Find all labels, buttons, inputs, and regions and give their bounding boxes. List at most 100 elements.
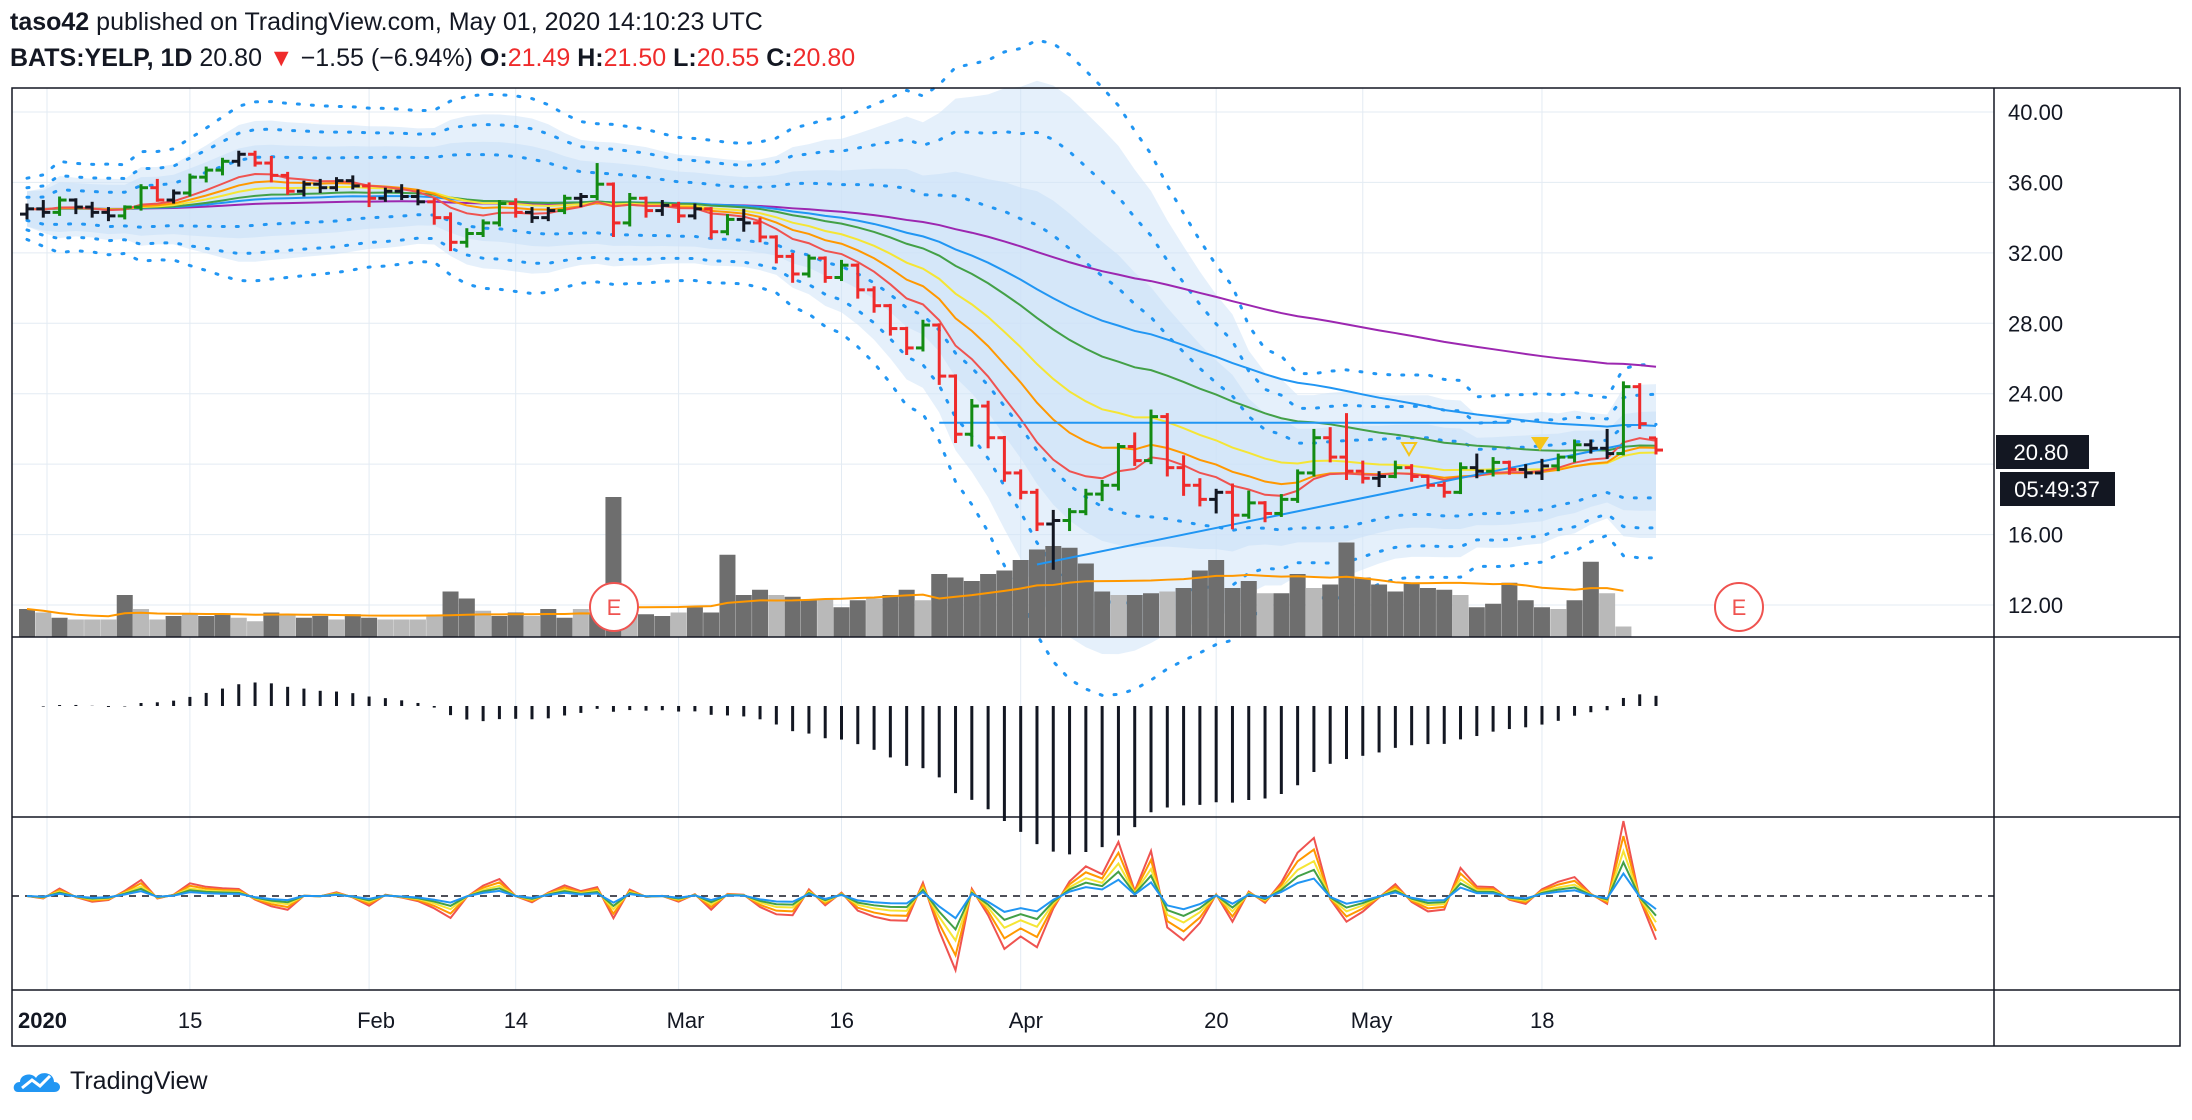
ohlc-bar[interactable] — [166, 189, 181, 204]
ohlc-bar[interactable] — [1306, 428, 1321, 477]
ohlc-bar[interactable] — [134, 184, 149, 211]
ohlc-bar[interactable] — [345, 175, 360, 190]
ohlc-bar[interactable] — [1355, 460, 1370, 484]
ohlc-bar[interactable] — [68, 198, 83, 215]
ohlc-bar[interactable] — [1372, 471, 1387, 488]
ohlc-bar[interactable] — [1502, 460, 1517, 475]
ohlc-bar[interactable] — [1274, 494, 1289, 517]
ohlc-bar[interactable] — [639, 196, 654, 218]
ohlc-bar[interactable] — [590, 163, 605, 201]
ohlc-bar[interactable] — [231, 150, 246, 167]
ohlc-bar[interactable] — [36, 200, 51, 218]
ohlc-bar[interactable] — [476, 219, 491, 238]
ohlc-bar[interactable] — [313, 178, 328, 193]
ohlc-bar[interactable] — [687, 203, 702, 220]
ohlc-bar[interactable] — [1046, 509, 1061, 570]
ohlc-bar[interactable] — [410, 189, 425, 206]
ohlc-bar[interactable] — [997, 435, 1012, 482]
ohlc-bar[interactable] — [20, 203, 34, 220]
ohlc-bar[interactable] — [899, 326, 914, 355]
ohlc-bar[interactable] — [1209, 488, 1224, 514]
ohlc-bar[interactable] — [915, 319, 930, 352]
ohlc-bar[interactable] — [1632, 383, 1647, 429]
ohlc-bar[interactable] — [1437, 481, 1452, 498]
ohlc-bar[interactable] — [606, 182, 621, 238]
ohlc-bar[interactable] — [117, 205, 132, 220]
ohlc-bar[interactable] — [85, 201, 100, 218]
footer-brand[interactable]: TradingView — [12, 1066, 208, 1096]
ohlc-bar[interactable] — [199, 166, 214, 183]
ohlc-bar[interactable] — [834, 259, 849, 282]
earnings-marker-1[interactable]: E — [589, 582, 639, 632]
ohlc-bar[interactable] — [1518, 464, 1533, 479]
ohlc-bar[interactable] — [1323, 427, 1338, 463]
ohlc-bar[interactable] — [704, 207, 719, 239]
ohlc-bar[interactable] — [296, 180, 311, 197]
ohlc-bar[interactable] — [394, 184, 409, 201]
ohlc-bar[interactable] — [280, 171, 295, 195]
ohlc-bar[interactable] — [378, 187, 393, 202]
ohlc-bar[interactable] — [443, 212, 458, 252]
ohlc-bar[interactable] — [1534, 458, 1549, 480]
ohlc-bar[interactable] — [1567, 439, 1582, 463]
publisher-name[interactable]: taso42 — [10, 8, 90, 36]
ohlc-bar[interactable] — [850, 263, 865, 299]
ohlc-bar[interactable] — [981, 400, 996, 449]
earnings-marker-2[interactable]: E — [1714, 582, 1764, 632]
ohlc-bar[interactable] — [948, 374, 963, 444]
ohlc-bar[interactable] — [524, 207, 539, 223]
ohlc-bar[interactable] — [883, 303, 898, 336]
ohlc-bar[interactable] — [785, 252, 800, 283]
ohlc-bar[interactable] — [101, 207, 116, 222]
ohlc-bar[interactable] — [1029, 488, 1044, 532]
ohlc-bar[interactable] — [1339, 413, 1354, 480]
ohlc-bar[interactable] — [964, 398, 979, 447]
ohlc-bar[interactable] — [1469, 453, 1484, 479]
ohlc-bar[interactable] — [1225, 483, 1240, 530]
ohlc-bar[interactable] — [573, 192, 588, 208]
ohlc-bar[interactable] — [736, 208, 751, 232]
ohlc-bar[interactable] — [753, 217, 768, 243]
ohlc-bar[interactable] — [215, 157, 230, 176]
ohlc-bar[interactable] — [52, 196, 67, 216]
ohlc-bar[interactable] — [1160, 413, 1175, 477]
ohlc-bar[interactable] — [1062, 508, 1077, 532]
ohlc-bar[interactable] — [427, 198, 442, 225]
ohlc-bar[interactable] — [655, 200, 670, 216]
ohlc-bar[interactable] — [1420, 474, 1435, 489]
ohlc-bar[interactable] — [557, 194, 572, 215]
ohlc-bar[interactable] — [541, 207, 556, 222]
ohlc-bar[interactable] — [671, 201, 686, 223]
ohlc-bar[interactable] — [1078, 488, 1093, 516]
ohlc-bar[interactable] — [1453, 462, 1468, 495]
ohlc-bar[interactable] — [492, 200, 507, 227]
ohlc-bar[interactable] — [1176, 455, 1191, 496]
ohlc-bar[interactable] — [1127, 432, 1142, 466]
ohlc-bar[interactable] — [459, 228, 474, 248]
ohlc-bar[interactable] — [1404, 464, 1419, 482]
ohlc-bar[interactable] — [1192, 478, 1207, 507]
symbol-label[interactable]: BATS:YELP, 1D — [10, 44, 193, 72]
ohlc-bar[interactable] — [1388, 460, 1403, 479]
ohlc-bar[interactable] — [1241, 490, 1256, 519]
ohlc-bar[interactable] — [769, 235, 784, 264]
ohlc-bar[interactable] — [362, 182, 377, 208]
ohlc-bar[interactable] — [1144, 409, 1159, 465]
ohlc-bar[interactable] — [1649, 436, 1663, 455]
ohlc-bar[interactable] — [867, 286, 882, 313]
ohlc-bar[interactable] — [182, 173, 197, 197]
ohlc-bar[interactable] — [248, 150, 263, 167]
ohlc-bar[interactable] — [1258, 501, 1273, 523]
ohlc-bar[interactable] — [1290, 469, 1305, 503]
ohlc-bar[interactable] — [1616, 381, 1631, 456]
ohlc-bar[interactable] — [1583, 439, 1598, 454]
ohlc-bars[interactable] — [20, 150, 1663, 570]
ohlc-bar[interactable] — [622, 192, 637, 227]
ohlc-bar[interactable] — [1013, 469, 1028, 500]
ohlc-bar[interactable] — [329, 177, 344, 192]
ohlc-bar[interactable] — [1111, 443, 1126, 491]
ohlc-bar[interactable] — [150, 178, 165, 202]
ohlc-bar[interactable] — [1095, 479, 1110, 502]
ohlc-bar[interactable] — [1600, 428, 1615, 459]
ohlc-bar[interactable] — [801, 254, 816, 278]
